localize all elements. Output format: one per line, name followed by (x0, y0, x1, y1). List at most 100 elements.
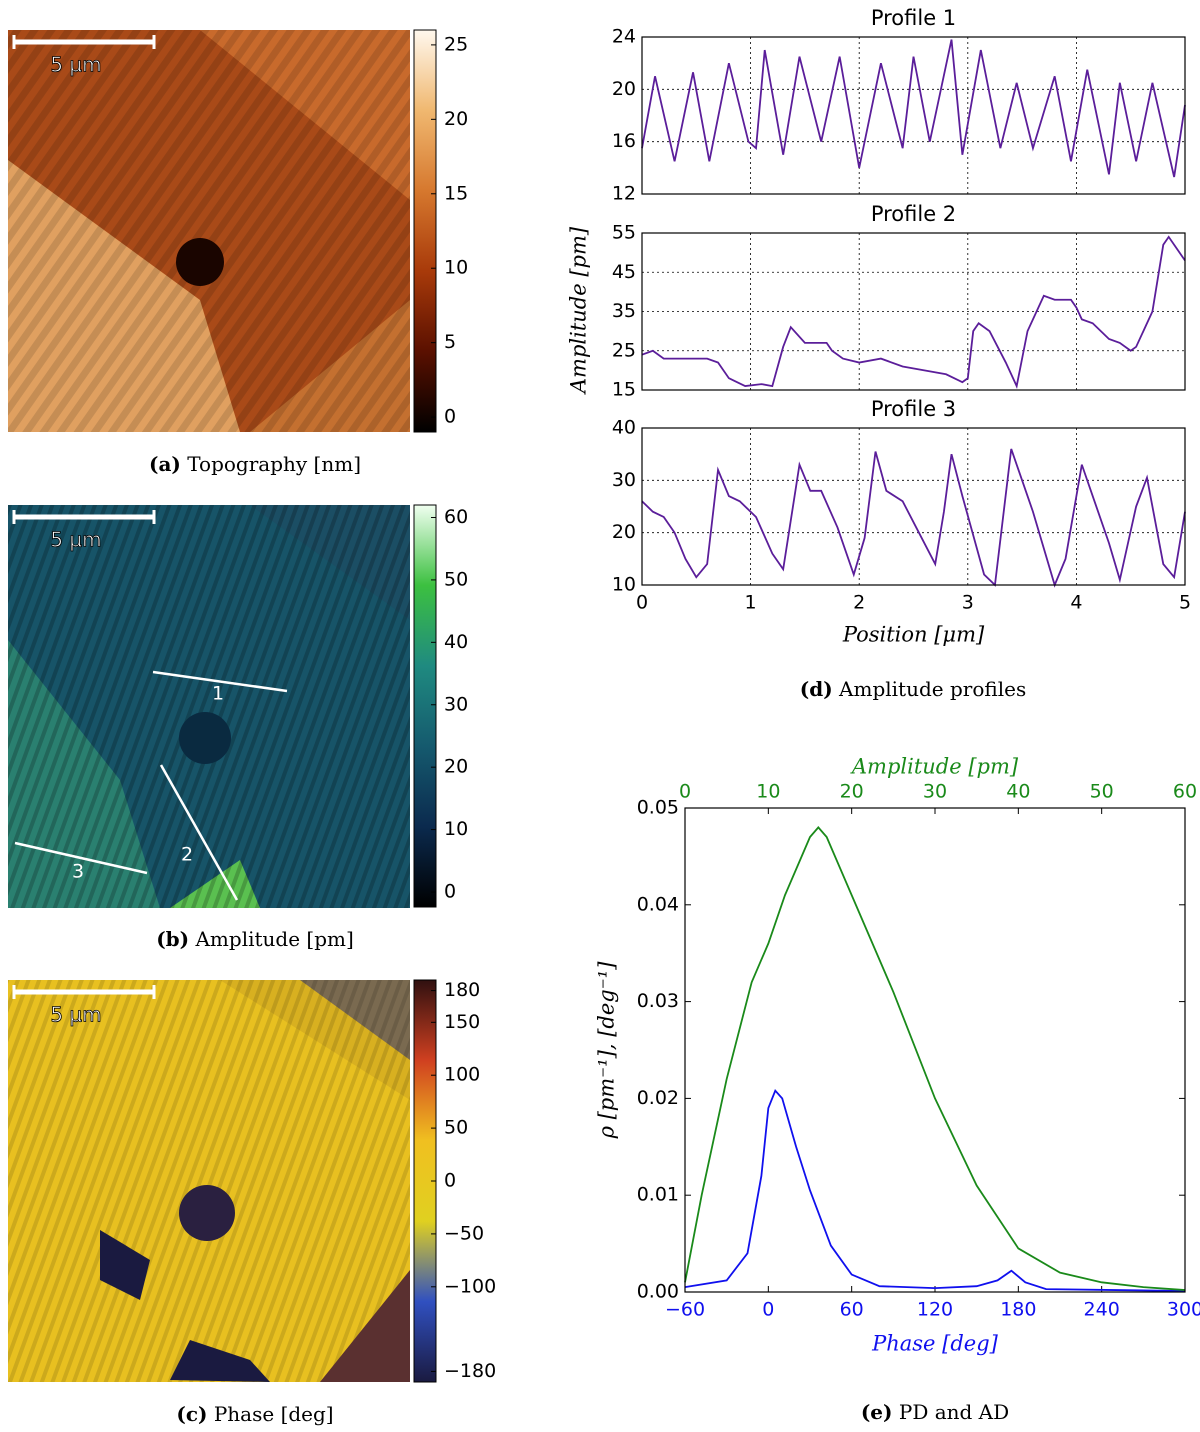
x-tick-label: −60 (665, 1299, 705, 1321)
y-tick-label: 12 (612, 183, 636, 205)
scale-bar-label: 5 µm (50, 528, 101, 552)
x2-tick-label: 10 (756, 781, 780, 803)
y-tick-label: 55 (612, 222, 636, 244)
colorbar (413, 29, 437, 433)
scale-bar-label: 5 µm (50, 53, 101, 77)
colorbar-tick-label: 20 (444, 108, 468, 130)
y-tick-label: 10 (612, 574, 636, 596)
x-tick-label: 0 (762, 1299, 774, 1321)
y-tick-label: 0.00 (637, 1281, 679, 1303)
colorbar-tick-label: 50 (444, 1117, 468, 1139)
colorbar-tick-label: 50 (444, 568, 468, 590)
colorbar-tick-label: 15 (444, 182, 468, 204)
caption: (a) Topography [nm] (149, 452, 361, 476)
colorbar-tick-label: 180 (444, 979, 480, 1001)
x-tick-label: 60 (840, 1299, 864, 1321)
y-tick-label: 45 (612, 261, 636, 283)
x2-tick-label: 30 (923, 781, 947, 803)
caption: (c) Phase [deg] (176, 1402, 333, 1426)
subplot-title: Profile 1 (871, 6, 956, 30)
density-line (684, 825, 1186, 1291)
x-axis-label: Phase [deg] (871, 1332, 999, 1356)
profile-line (641, 448, 1186, 588)
y-tick-label: 20 (612, 521, 636, 543)
y-axis-label: Amplitude [pm] (567, 226, 591, 395)
subplot-title: Profile 3 (871, 397, 956, 421)
caption-label: (a) (149, 452, 181, 476)
plot-frame (641, 232, 1186, 391)
phase-image (8, 980, 410, 1382)
line-label: 2 (181, 844, 193, 866)
x-axis-label: Position [μm] (842, 623, 985, 647)
x-tick-label: 1 (745, 592, 757, 614)
colorbar-tick-label: 100 (444, 1064, 480, 1086)
x-tick-label: 5 (1179, 592, 1191, 614)
y-tick-label: 16 (612, 130, 636, 152)
y-tick-label: 24 (612, 26, 636, 48)
caption-label: (b) (156, 927, 189, 951)
x2-tick-label: 20 (840, 781, 864, 803)
colorbar-tick-label: 25 (444, 33, 468, 55)
y-tick-label: 25 (612, 339, 636, 361)
colorbar-tick-label: 60 (444, 506, 468, 528)
colorbar-tick-label: −50 (444, 1222, 484, 1244)
x2-tick-label: 40 (1006, 781, 1030, 803)
caption-label: (d) (800, 677, 833, 701)
colorbar-tick-label: 20 (444, 756, 468, 778)
x-tick-label: 300 (1167, 1299, 1200, 1321)
colorbar-tick-label: −100 (444, 1275, 496, 1297)
line-label: 1 (212, 683, 224, 705)
colorbar-tick-label: 150 (444, 1011, 480, 1033)
x2-tick-label: 60 (1173, 781, 1197, 803)
y-tick-label: 20 (612, 78, 636, 100)
caption-text: Topography [nm] (187, 452, 361, 476)
colorbar-tick-label: 30 (444, 693, 468, 715)
colorbar-tick-label: 0 (444, 881, 456, 903)
x-tick-label: 4 (1070, 592, 1082, 614)
caption-text: Amplitude [pm] (194, 927, 353, 951)
density-line (684, 1088, 1186, 1292)
topography-image (8, 30, 410, 432)
y-tick-label: 0.05 (637, 797, 679, 819)
colorbar-tick-label: 0 (444, 1170, 456, 1192)
y-tick-label: 0.03 (637, 990, 679, 1012)
caption-label: (c) (176, 1402, 207, 1426)
caption: (d) Amplitude profiles (800, 677, 1026, 701)
y-tick-label: 30 (612, 469, 636, 491)
x2-axis-label: Amplitude [pm] (850, 755, 1019, 779)
caption-text: Phase [deg] (214, 1402, 334, 1426)
colorbar-tick-label: 10 (444, 257, 468, 279)
colorbar (413, 504, 437, 908)
x2-tick-label: 50 (1090, 781, 1114, 803)
x-tick-label: 120 (917, 1299, 953, 1321)
caption: (e) PD and AD (861, 1400, 1009, 1424)
y-tick-label: 0.02 (637, 1087, 679, 1109)
plot-frame (684, 807, 1186, 1293)
colorbar-tick-label: 40 (444, 631, 468, 653)
y-axis-label: ρ [pm⁻¹], [deg⁻¹] (595, 961, 619, 1140)
colorbar-tick-label: 10 (444, 818, 468, 840)
line-label: 3 (72, 861, 84, 883)
colorbar-tick-label: 5 (444, 331, 456, 353)
y-tick-label: 15 (612, 379, 636, 401)
caption-text: Amplitude profiles (838, 677, 1026, 701)
scale-bar-label: 5 µm (50, 1003, 101, 1027)
y-tick-label: 35 (612, 300, 636, 322)
plot-frame (641, 36, 1186, 195)
x-tick-label: 2 (853, 592, 865, 614)
profile-line (641, 39, 1186, 178)
caption-label: (e) (861, 1400, 893, 1424)
x-tick-label: 3 (962, 592, 974, 614)
colorbar-tick-label: −180 (444, 1360, 496, 1382)
caption-text: PD and AD (899, 1400, 1009, 1424)
y-tick-label: 0.04 (637, 893, 679, 915)
y-tick-label: 40 (612, 417, 636, 439)
amplitude-image: 1 2 3 (8, 505, 410, 908)
profile-line (641, 235, 1186, 389)
subplot-title: Profile 2 (871, 202, 956, 226)
caption: (b) Amplitude [pm] (156, 927, 354, 951)
x-tick-label: 180 (1000, 1299, 1036, 1321)
colorbar-tick-label: 0 (444, 406, 456, 428)
x2-tick-label: 0 (679, 781, 691, 803)
